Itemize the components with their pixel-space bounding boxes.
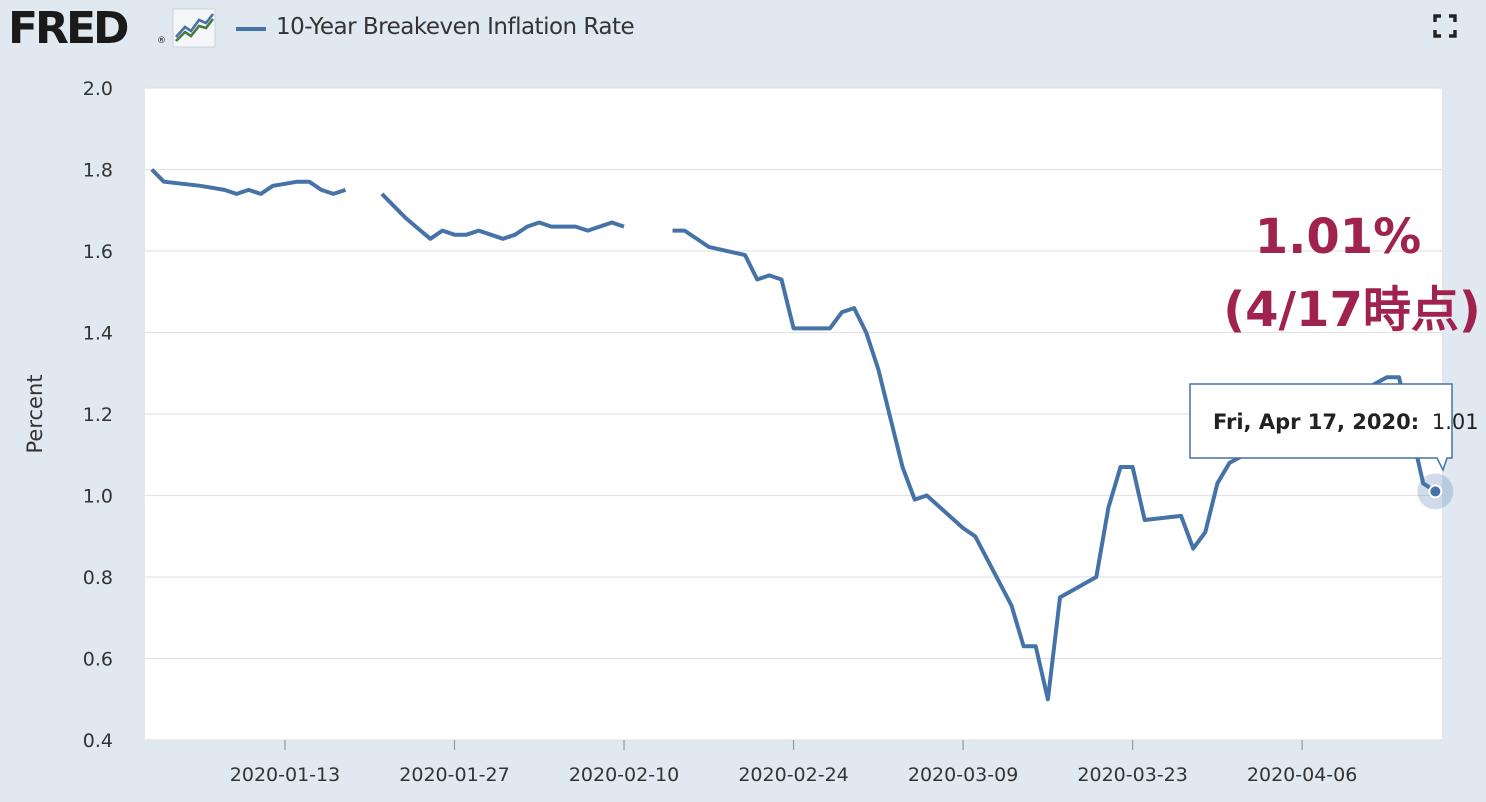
annotation-value: 1.01% [1255, 209, 1422, 265]
series-line-segment [380, 192, 625, 241]
logo-registered-mark: ® [157, 36, 166, 46]
svg-text:Fri, Apr 17, 2020: 1.01: Fri, Apr 17, 2020: 1.01 [1213, 410, 1479, 434]
series-line-segment [672, 228, 1437, 702]
fullscreen-icon[interactable] [1433, 14, 1457, 38]
legend-series-label[interactable]: 10-Year Breakeven Inflation Rate [276, 14, 635, 40]
x-tick-label: 2020-02-10 [569, 764, 679, 786]
annotation-date: (4/17時点) [1223, 282, 1481, 338]
series-lines [150, 168, 1437, 702]
x-tick-label: 2020-01-27 [399, 764, 509, 786]
y-tick-label: 2.0 [83, 78, 113, 100]
y-tick-label: 1.6 [83, 241, 113, 263]
x-tick-label: 2020-04-06 [1247, 764, 1357, 786]
y-tick-label: 1.2 [83, 404, 113, 426]
tooltip-date: Fri, Apr 17, 2020: [1213, 410, 1419, 434]
legend-swatch [236, 27, 266, 31]
tooltip-value: 1.01 [1432, 410, 1479, 434]
fred-graph-icon [172, 8, 216, 48]
x-tick-label: 2020-03-09 [908, 764, 1018, 786]
x-tick-label: 2020-02-24 [738, 764, 848, 786]
fred-logo[interactable]: FRED [8, 3, 130, 54]
highlight-marker [1417, 473, 1454, 510]
y-tick-label: 1.0 [83, 486, 113, 508]
x-tick-label: 2020-01-13 [230, 764, 340, 786]
x-tick-labels: 2020-01-13 2020-01-27 2020-02-10 2020-02-24… [230, 740, 1357, 786]
y-tick-label: 1.8 [83, 160, 113, 182]
chart-header: FRED ® 10-Year Breakeven Inflation Rate [0, 0, 1486, 60]
x-tick-label: 2020-03-23 [1077, 764, 1187, 786]
highlight-point [1428, 484, 1443, 499]
tooltip: Fri, Apr 17, 2020: 1.01 [1189, 383, 1479, 472]
grid-lines [145, 87, 1442, 741]
y-tick-label: 0.4 [83, 730, 113, 752]
y-axis-label: Percent [23, 374, 47, 453]
series-line-segment [150, 168, 347, 196]
y-tick-label: 1.4 [83, 323, 113, 345]
y-tick-label: 0.8 [83, 567, 113, 589]
y-tick-labels: 0.4 0.6 0.8 1.0 1.2 1.4 1.6 1.8 2.0 [83, 78, 113, 752]
y-tick-label: 0.6 [83, 649, 113, 671]
